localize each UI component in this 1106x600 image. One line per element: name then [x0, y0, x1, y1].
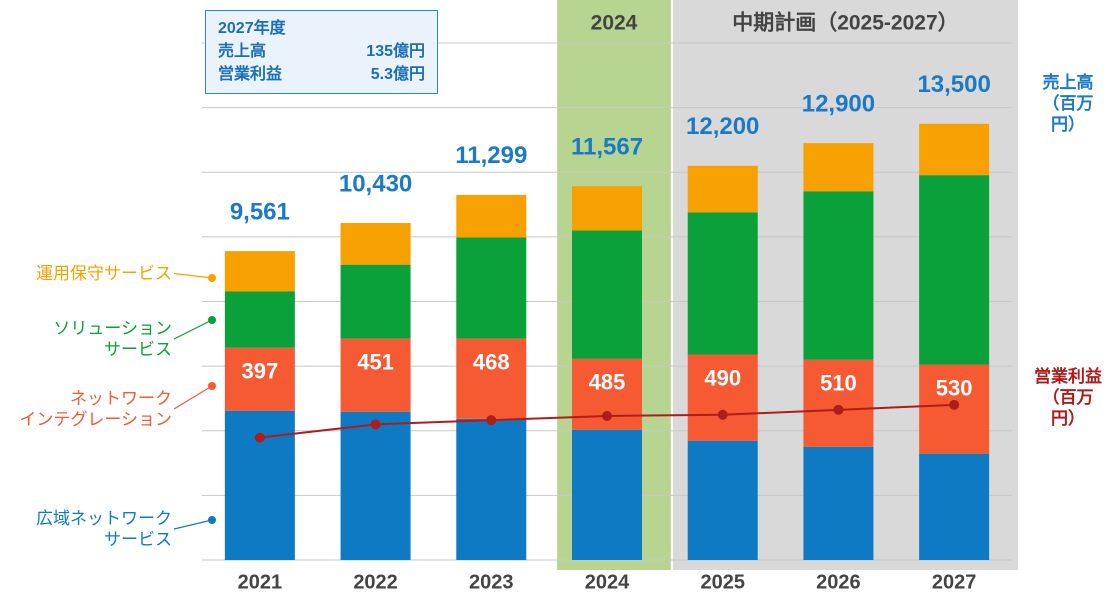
bar-segment [803, 446, 874, 560]
bar-segment [456, 418, 527, 560]
legend-label: 運用保守サービス [36, 264, 172, 283]
bar-segment [919, 123, 990, 176]
line-legend: 営業利益 （百万円） [1034, 367, 1102, 428]
profit-label: 490 [704, 365, 741, 390]
highlight-label: 2024 [591, 12, 638, 35]
bar-segment [224, 347, 295, 411]
note-row: 営業利益 5.3億円 [218, 63, 425, 86]
legend-label: 広域ネットワーク サービス [36, 509, 172, 549]
y-axis-label: 売上高 （百万円） [1042, 73, 1094, 134]
profit-label: 510 [820, 370, 857, 395]
bar-segment [803, 143, 874, 192]
bar-segment [224, 251, 295, 292]
bar-segment [803, 191, 874, 360]
note-val: 5.3億円 [370, 66, 425, 83]
bar-segment [340, 264, 411, 339]
profit-point [833, 404, 844, 415]
total-label: 13,500 [917, 71, 990, 98]
bar-segment [919, 175, 990, 365]
legend-dot [208, 516, 216, 524]
bar-segment [456, 194, 527, 238]
bar-segment [340, 222, 411, 265]
x-tick-label: 2025 [700, 571, 745, 593]
bar-segment [572, 186, 642, 231]
profit-point [949, 399, 960, 410]
legend-dot [208, 274, 216, 282]
bar-segment [687, 165, 758, 213]
profit-label: 451 [357, 349, 394, 374]
bar-segment [456, 237, 527, 339]
note-title: 2027年度 [218, 20, 286, 37]
total-label: 12,200 [686, 113, 759, 140]
highlight-label: 中期計画（2025-2027） [732, 11, 958, 35]
total-label: 9,561 [230, 198, 290, 225]
bar-segment [687, 354, 758, 441]
x-tick-label: 2024 [585, 571, 630, 593]
profit-point [717, 409, 728, 420]
x-tick-label: 2021 [238, 571, 283, 593]
note-box: 2027年度 売上高 135億円 営業利益 5.3億円 [205, 10, 438, 94]
profit-label: 530 [936, 375, 973, 400]
legend-leader [173, 319, 213, 340]
bar-segment [803, 359, 874, 447]
x-tick-label: 2026 [816, 571, 861, 593]
bar-segment [340, 411, 411, 560]
profit-point [370, 419, 381, 430]
bar-segment [687, 440, 758, 560]
total-label: 12,900 [802, 91, 875, 118]
bar-segment [224, 291, 295, 348]
legend-leader [173, 519, 213, 530]
total-label: 10,430 [339, 170, 412, 197]
note-row: 売上高 135億円 [218, 40, 425, 63]
profit-point [602, 410, 612, 421]
total-label: 11,567 [571, 134, 643, 161]
bar-segment [340, 338, 411, 412]
bar-segment [572, 230, 642, 359]
total-label: 11,299 [455, 142, 527, 169]
bar-segment [572, 429, 642, 560]
profit-label: 468 [473, 349, 510, 374]
profit-point [254, 432, 265, 443]
profit-point [486, 415, 497, 426]
legend-dot [208, 316, 216, 324]
legend-leader [173, 272, 213, 279]
x-tick-label: 2027 [932, 571, 977, 593]
note-val: 135億円 [366, 43, 425, 60]
profit-label: 485 [589, 370, 626, 395]
legend-dot [208, 382, 216, 390]
bar-segment [919, 453, 990, 560]
note-key: 売上高 [218, 43, 267, 60]
x-tick-label: 2022 [353, 571, 398, 593]
bar-segment [456, 338, 527, 419]
legend-leader [173, 385, 213, 410]
note-key: 営業利益 [218, 66, 283, 83]
x-tick-label: 2023 [469, 571, 514, 593]
profit-label: 397 [241, 359, 278, 384]
legend-label: ソリューション サービス [53, 319, 172, 359]
bar-segment [687, 212, 758, 355]
legend-label: ネットワーク インテグレーション [19, 389, 172, 429]
